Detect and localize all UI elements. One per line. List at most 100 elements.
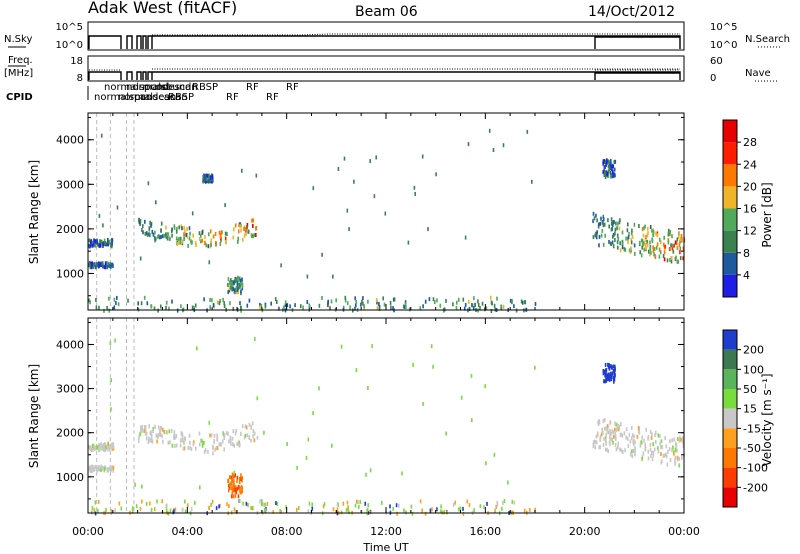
echo-cell xyxy=(92,265,95,270)
echo-cell xyxy=(643,226,645,231)
echo-cell xyxy=(473,508,475,513)
echo-cell xyxy=(642,451,645,456)
echo-cell xyxy=(660,439,663,444)
echo-cell xyxy=(248,422,251,427)
echo-cell xyxy=(199,485,201,490)
echo-cell xyxy=(614,442,617,447)
echo-cell xyxy=(598,420,601,425)
echo-cell xyxy=(93,238,95,243)
echo-cell xyxy=(211,298,213,303)
echo-cell xyxy=(165,300,168,305)
echo-cell xyxy=(112,264,114,269)
echo-cell xyxy=(460,395,463,400)
echo-cell xyxy=(616,233,619,238)
echo-cell xyxy=(139,218,142,223)
echo-cell xyxy=(112,466,115,471)
echo-cell xyxy=(229,475,231,480)
echo-cell xyxy=(174,444,176,448)
echo-cell xyxy=(90,239,92,244)
echo-cell xyxy=(673,243,675,248)
echo-cell xyxy=(628,432,631,437)
echo-cell xyxy=(178,240,180,245)
echo-cell xyxy=(149,431,152,436)
echo-cell xyxy=(669,458,672,462)
freq-panel: Freq. [MHz] 18 8 60 0 Nave xyxy=(4,55,777,84)
echo-cell xyxy=(138,435,140,440)
echo-cell xyxy=(144,219,146,224)
echo-cell xyxy=(153,306,156,311)
echo-cell xyxy=(617,445,619,450)
echo-cell xyxy=(178,225,180,230)
echo-cell xyxy=(485,306,488,311)
echo-cell xyxy=(403,508,405,513)
echo-cell xyxy=(239,224,241,229)
echo-cell xyxy=(176,308,179,313)
echo-cell xyxy=(163,430,166,434)
echo-cell xyxy=(199,442,201,447)
echo-cell xyxy=(235,488,237,492)
echo-cell xyxy=(602,419,605,424)
echo-cell xyxy=(652,245,654,250)
echo-cell xyxy=(185,232,187,237)
cpid-entry: pcodescan xyxy=(134,92,188,103)
echo-cell xyxy=(367,503,369,508)
echo-cell xyxy=(432,297,435,302)
date-title: 14/Oct/2012 xyxy=(588,4,675,20)
y-tick-label: 4000 xyxy=(56,134,84,147)
echo-cell xyxy=(173,224,176,229)
echo-cell xyxy=(212,303,215,307)
echo-cell xyxy=(357,500,359,505)
echo-cell xyxy=(608,224,610,229)
nsearch-tick-top: 10^5 xyxy=(710,22,737,33)
echo-cell xyxy=(113,297,116,302)
echo-cell xyxy=(95,446,97,451)
echo-cell xyxy=(604,436,607,441)
echo-cell xyxy=(236,441,238,446)
echo-cell xyxy=(603,222,606,227)
echo-cell xyxy=(236,475,239,480)
colorbar-segment xyxy=(723,164,737,187)
echo-cell xyxy=(381,500,383,505)
echo-cell xyxy=(663,242,665,247)
echo-cell xyxy=(241,424,244,429)
echo-cell xyxy=(681,238,683,243)
echo-cell xyxy=(389,300,392,305)
echo-cell xyxy=(659,250,662,255)
echo-cell xyxy=(97,508,99,513)
echo-cell xyxy=(644,246,647,250)
echo-cell xyxy=(606,172,609,177)
echo-cell xyxy=(208,506,210,511)
echo-cell xyxy=(611,371,614,376)
echo-cell xyxy=(432,364,434,369)
echo-cell xyxy=(188,433,191,438)
echo-cell xyxy=(235,490,238,495)
echo-cell xyxy=(297,506,300,510)
echo-cell xyxy=(421,154,424,159)
echo-cell xyxy=(179,236,182,241)
echo-cell xyxy=(682,256,684,261)
echo-cell xyxy=(366,507,369,512)
echo-cell xyxy=(175,434,178,439)
echo-cell xyxy=(154,230,156,235)
echo-cell xyxy=(203,297,205,302)
echo-cell xyxy=(477,303,480,307)
echo-cell xyxy=(619,433,622,437)
echo-cell xyxy=(110,407,112,412)
echo-cell xyxy=(97,242,99,247)
echo-cell xyxy=(202,174,204,179)
echo-cell xyxy=(354,296,356,301)
echo-cell xyxy=(175,443,178,448)
cpid-entry: RF xyxy=(286,82,299,93)
echo-cell xyxy=(604,174,607,179)
echo-cell xyxy=(650,250,652,255)
echo-cell xyxy=(598,222,600,227)
echo-cell xyxy=(643,241,645,246)
echo-cell xyxy=(678,456,681,461)
echo-cell xyxy=(398,503,400,508)
echo-cell xyxy=(612,369,615,373)
nave-tick-top: 60 xyxy=(710,56,723,67)
echo-cell xyxy=(639,240,641,245)
echo-cell xyxy=(229,280,231,285)
echo-cell xyxy=(203,440,205,445)
echo-cell xyxy=(179,240,182,245)
